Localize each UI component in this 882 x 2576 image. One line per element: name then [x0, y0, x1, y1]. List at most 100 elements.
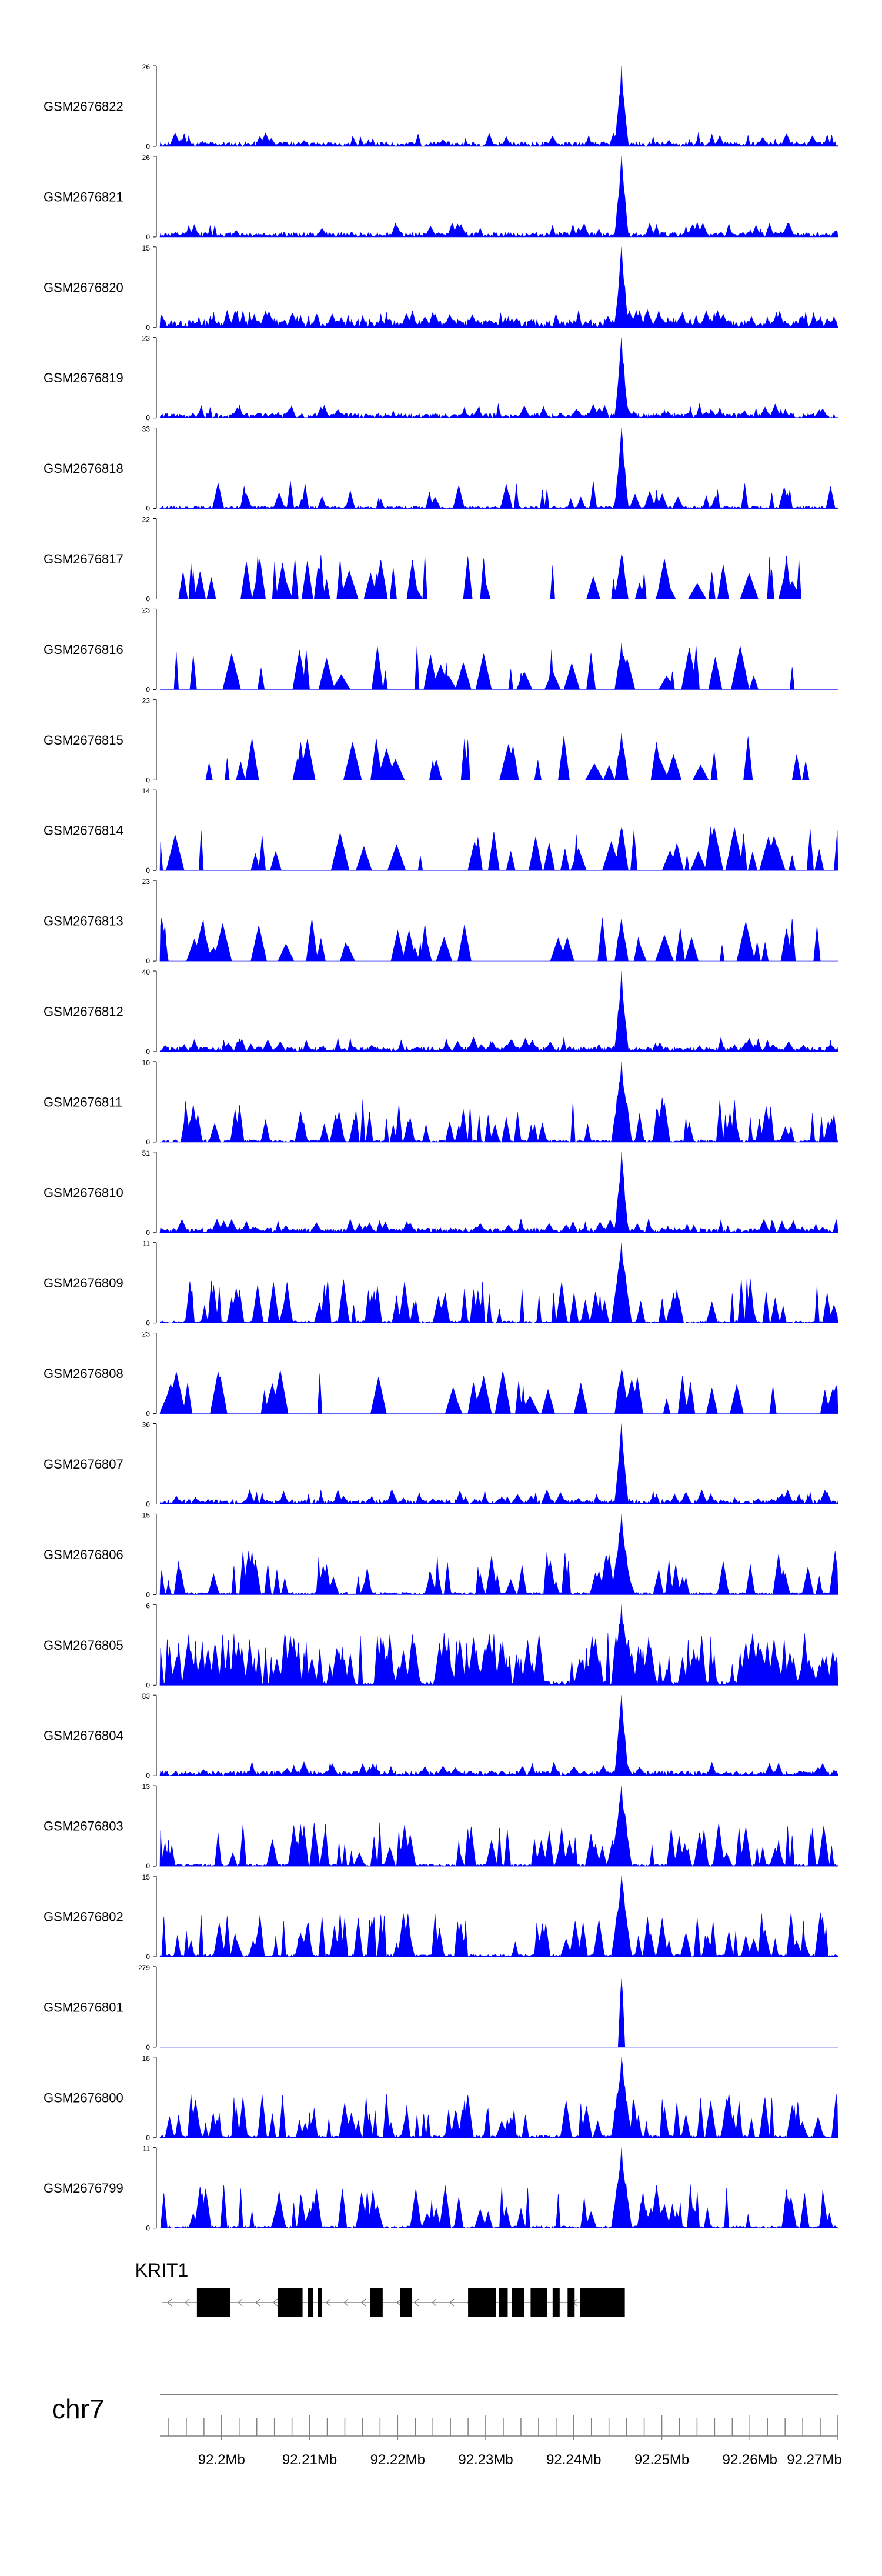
- track-ymax-label: 23: [142, 335, 151, 343]
- track-ymin-label: 0: [146, 1047, 150, 1056]
- track-ymin-label: 0: [146, 1953, 150, 1961]
- track-label: GSM2676801: [44, 2000, 123, 2014]
- track-GSM2676818: GSM2676818 33 0: [44, 425, 839, 513]
- signal-area: [159, 1786, 838, 1867]
- gene-exon: [278, 2288, 303, 2317]
- track-label: GSM2676806: [44, 1547, 123, 1562]
- track-ymax-label: 33: [142, 425, 151, 433]
- track-label: GSM2676819: [44, 371, 123, 385]
- strand-arrow-icon: [343, 2298, 349, 2307]
- signal-area: [159, 65, 838, 147]
- track-GSM2676799: GSM2676799 11 0: [44, 2145, 838, 2233]
- track-ymax-label: 11: [143, 2145, 151, 2153]
- track-ymin-label: 0: [146, 1500, 150, 1509]
- track-ymin-label: 0: [146, 776, 150, 784]
- strand-arrow-icon: [325, 2298, 331, 2307]
- signal-area: [159, 1514, 838, 1595]
- track-label: GSM2676812: [44, 1005, 123, 1019]
- gene-exon: [567, 2288, 575, 2317]
- track-GSM2676810: GSM2676810 51 0: [44, 1149, 838, 1237]
- track-label: GSM2676804: [44, 1729, 123, 1743]
- track-GSM2676804: GSM2676804 83 0: [44, 1692, 838, 1780]
- signal-area: [159, 1152, 838, 1233]
- track-ymax-label: 18: [142, 2054, 151, 2063]
- gene-annotation-track: KRIT1: [135, 2260, 625, 2317]
- track-ymin-label: 0: [146, 1590, 150, 1599]
- track-GSM2676806: GSM2676806 15 0: [44, 1511, 838, 1599]
- track-ymin-label: 0: [146, 323, 150, 332]
- axis-tick-label: 92.26Mb: [723, 2452, 777, 2468]
- track-ymin-label: 0: [146, 1681, 150, 1689]
- track-ymax-label: 23: [142, 606, 151, 614]
- signal-area: [159, 2147, 838, 2229]
- track-ymin-label: 0: [146, 1862, 150, 1870]
- gene-exon: [196, 2288, 230, 2317]
- track-ymax-label: 279: [138, 1964, 150, 1972]
- track-GSM2676813: GSM2676813 23 0: [44, 877, 838, 965]
- signal-area: [159, 1242, 838, 1324]
- track-GSM2676803: GSM2676803 13 0: [44, 1783, 838, 1870]
- track-ymax-label: 23: [142, 696, 151, 705]
- track-GSM2676814: GSM2676814 14 0: [44, 787, 838, 875]
- track-ymin-label: 0: [146, 1138, 150, 1146]
- signal-area: [159, 970, 838, 1052]
- signal-area: [159, 2057, 838, 2138]
- track-ymax-label: 10: [142, 1059, 151, 1067]
- track-ymax-label: 22: [142, 516, 151, 524]
- signal-tracks: GSM2676822260GSM2676821260GSM2676820150G…: [44, 63, 839, 2233]
- track-label: GSM2676800: [44, 2090, 123, 2105]
- gene-exon: [370, 2288, 383, 2317]
- track-GSM2676821: GSM2676821 26 0: [44, 154, 838, 241]
- gene-exon: [499, 2288, 508, 2317]
- track-GSM2676800: GSM2676800 18 0: [44, 2054, 838, 2142]
- axis-tick-label: 92.27Mb: [787, 2452, 841, 2468]
- track-label: GSM2676808: [44, 1366, 123, 1381]
- axis-tick-label: 92.21Mb: [282, 2452, 337, 2468]
- strand-arrow-icon: [431, 2298, 437, 2307]
- track-ymin-label: 0: [146, 595, 150, 603]
- signal-area: [159, 1978, 838, 2048]
- gene-exon: [530, 2288, 547, 2317]
- track-label: GSM2676814: [44, 823, 123, 838]
- signal-area: [159, 1876, 838, 1957]
- track-GSM2676815: GSM2676815 23 0: [44, 696, 838, 784]
- signal-area: [159, 1369, 838, 1414]
- track-ymin-label: 0: [146, 1771, 150, 1780]
- signal-area: [159, 337, 838, 419]
- strand-arrow-icon: [184, 2298, 190, 2307]
- track-label: GSM2676799: [44, 2181, 123, 2195]
- signal-area: [159, 428, 839, 509]
- signal-area: [160, 733, 838, 781]
- track-label: GSM2676802: [44, 1910, 123, 1924]
- track-ymin-label: 0: [146, 2043, 150, 2051]
- track-GSM2676822: GSM2676822 26 0: [44, 63, 838, 151]
- track-ymax-label: 26: [142, 63, 151, 71]
- track-GSM2676801: GSM2676801 279 0: [44, 1964, 838, 2051]
- track-GSM2676817: GSM2676817 22 0: [44, 516, 838, 603]
- axis-tick-label: 92.23Mb: [458, 2452, 513, 2468]
- track-ymin-label: 0: [146, 866, 150, 875]
- track-ymax-label: 11: [143, 1240, 151, 1248]
- track-ymax-label: 51: [142, 1149, 151, 1157]
- track-ymin-label: 0: [146, 2224, 150, 2233]
- track-ymax-label: 36: [142, 1421, 151, 1429]
- track-label: GSM2676817: [44, 552, 123, 566]
- track-ymax-label: 83: [142, 1692, 151, 1700]
- signal-area: [159, 1695, 838, 1777]
- axis-tick-label: 92.22Mb: [370, 2452, 425, 2468]
- track-ymax-label: 23: [142, 877, 151, 886]
- track-ymax-label: 15: [142, 244, 151, 252]
- track-label: GSM2676803: [44, 1819, 123, 1834]
- gene-exon: [512, 2288, 524, 2317]
- track-ymin-label: 0: [146, 142, 150, 151]
- track-GSM2676805: GSM2676805 6 0: [44, 1601, 838, 1689]
- track-ymax-label: 40: [142, 968, 151, 976]
- axis-tick-label: 92.2Mb: [198, 2452, 245, 2468]
- track-label: GSM2676821: [44, 189, 123, 204]
- track-ymin-label: 0: [146, 233, 150, 241]
- track-ymin-label: 0: [146, 1229, 150, 1237]
- track-label: GSM2676805: [44, 1638, 123, 1653]
- track-ymax-label: 14: [142, 787, 151, 795]
- signal-area: [159, 826, 838, 871]
- track-ymax-label: 15: [142, 1873, 151, 1881]
